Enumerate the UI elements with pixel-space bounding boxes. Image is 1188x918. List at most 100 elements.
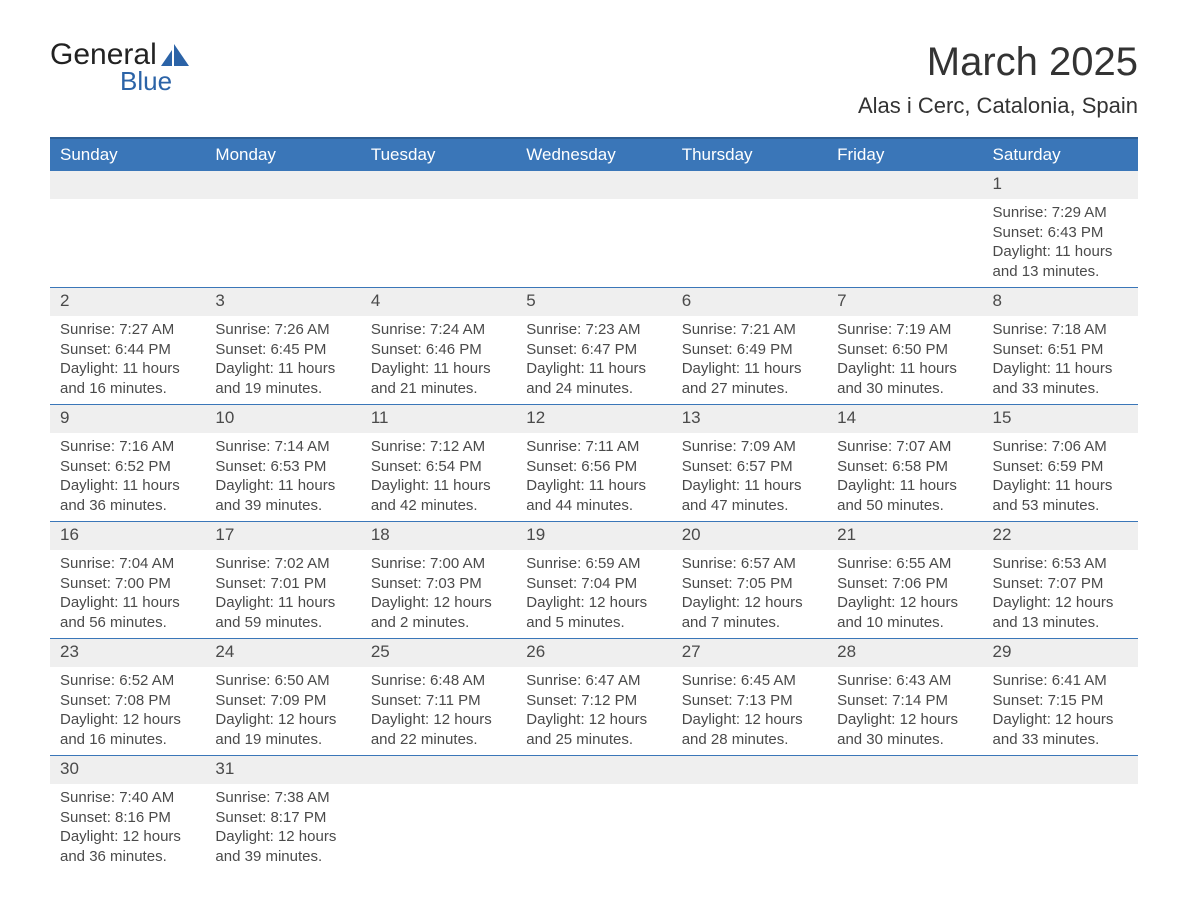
sunrise-text: Sunrise: 7:40 AM xyxy=(60,788,195,808)
day-number: 6 xyxy=(672,288,827,316)
day-number xyxy=(50,171,205,199)
daylight-text: Daylight: 11 hours and 50 minutes. xyxy=(837,476,972,515)
sunrise-text: Sunrise: 7:06 AM xyxy=(993,437,1128,457)
day-cell: 19Sunrise: 6:59 AMSunset: 7:04 PMDayligh… xyxy=(516,522,671,639)
daylight-text: Daylight: 11 hours and 16 minutes. xyxy=(60,359,195,398)
sunrise-text: Sunrise: 6:53 AM xyxy=(993,554,1128,574)
day-cell: 26Sunrise: 6:47 AMSunset: 7:12 PMDayligh… xyxy=(516,639,671,756)
day-number: 26 xyxy=(516,639,671,667)
day-number: 15 xyxy=(983,405,1138,433)
sunset-text: Sunset: 6:46 PM xyxy=(371,340,506,360)
sunset-text: Sunset: 6:45 PM xyxy=(215,340,350,360)
sunset-text: Sunset: 7:08 PM xyxy=(60,691,195,711)
col-header: Tuesday xyxy=(361,138,516,171)
day-number: 12 xyxy=(516,405,671,433)
daylight-text: Daylight: 12 hours and 36 minutes. xyxy=(60,827,195,866)
sunrise-text: Sunrise: 7:29 AM xyxy=(993,203,1128,223)
day-cell xyxy=(361,171,516,288)
day-details: Sunrise: 6:59 AMSunset: 7:04 PMDaylight:… xyxy=(516,550,671,638)
day-cell xyxy=(50,171,205,288)
day-details xyxy=(827,199,982,283)
sunrise-text: Sunrise: 6:48 AM xyxy=(371,671,506,691)
sunrise-text: Sunrise: 6:59 AM xyxy=(526,554,661,574)
day-number: 13 xyxy=(672,405,827,433)
day-cell xyxy=(672,756,827,873)
day-number: 11 xyxy=(361,405,516,433)
day-number: 29 xyxy=(983,639,1138,667)
day-number: 27 xyxy=(672,639,827,667)
day-cell: 5Sunrise: 7:23 AMSunset: 6:47 PMDaylight… xyxy=(516,288,671,405)
day-number: 1 xyxy=(983,171,1138,199)
daylight-text: Daylight: 11 hours and 47 minutes. xyxy=(682,476,817,515)
col-header: Monday xyxy=(205,138,360,171)
day-details xyxy=(672,199,827,283)
sunrise-text: Sunrise: 7:18 AM xyxy=(993,320,1128,340)
day-details: Sunrise: 7:16 AMSunset: 6:52 PMDaylight:… xyxy=(50,433,205,521)
sunset-text: Sunset: 6:58 PM xyxy=(837,457,972,477)
day-number: 24 xyxy=(205,639,360,667)
sunrise-text: Sunrise: 7:38 AM xyxy=(215,788,350,808)
sunrise-text: Sunrise: 7:02 AM xyxy=(215,554,350,574)
sunset-text: Sunset: 6:52 PM xyxy=(60,457,195,477)
day-details xyxy=(983,784,1138,868)
day-cell xyxy=(827,171,982,288)
sunrise-text: Sunrise: 6:52 AM xyxy=(60,671,195,691)
day-number xyxy=(361,171,516,199)
day-cell: 30Sunrise: 7:40 AMSunset: 8:16 PMDayligh… xyxy=(50,756,205,873)
day-number: 9 xyxy=(50,405,205,433)
daylight-text: Daylight: 11 hours and 59 minutes. xyxy=(215,593,350,632)
day-details xyxy=(516,199,671,283)
daylight-text: Daylight: 12 hours and 39 minutes. xyxy=(215,827,350,866)
location-subtitle: Alas i Cerc, Catalonia, Spain xyxy=(858,93,1138,119)
sunset-text: Sunset: 6:56 PM xyxy=(526,457,661,477)
day-details xyxy=(361,784,516,868)
col-header: Friday xyxy=(827,138,982,171)
week-row: 2Sunrise: 7:27 AMSunset: 6:44 PMDaylight… xyxy=(50,288,1138,405)
day-details: Sunrise: 7:11 AMSunset: 6:56 PMDaylight:… xyxy=(516,433,671,521)
col-header: Sunday xyxy=(50,138,205,171)
day-cell: 7Sunrise: 7:19 AMSunset: 6:50 PMDaylight… xyxy=(827,288,982,405)
daylight-text: Daylight: 11 hours and 53 minutes. xyxy=(993,476,1128,515)
daylight-text: Daylight: 12 hours and 25 minutes. xyxy=(526,710,661,749)
day-number xyxy=(672,756,827,784)
day-details: Sunrise: 7:00 AMSunset: 7:03 PMDaylight:… xyxy=(361,550,516,638)
day-details: Sunrise: 7:07 AMSunset: 6:58 PMDaylight:… xyxy=(827,433,982,521)
logo-word-blue: Blue xyxy=(120,68,191,94)
daylight-text: Daylight: 12 hours and 13 minutes. xyxy=(993,593,1128,632)
col-header: Saturday xyxy=(983,138,1138,171)
daylight-text: Daylight: 12 hours and 10 minutes. xyxy=(837,593,972,632)
day-cell: 18Sunrise: 7:00 AMSunset: 7:03 PMDayligh… xyxy=(361,522,516,639)
day-details: Sunrise: 7:14 AMSunset: 6:53 PMDaylight:… xyxy=(205,433,360,521)
day-number: 14 xyxy=(827,405,982,433)
day-number: 23 xyxy=(50,639,205,667)
week-row: 16Sunrise: 7:04 AMSunset: 7:00 PMDayligh… xyxy=(50,522,1138,639)
day-details: Sunrise: 7:21 AMSunset: 6:49 PMDaylight:… xyxy=(672,316,827,404)
day-cell xyxy=(516,171,671,288)
day-details: Sunrise: 7:38 AMSunset: 8:17 PMDaylight:… xyxy=(205,784,360,872)
day-details xyxy=(516,784,671,868)
day-cell: 2Sunrise: 7:27 AMSunset: 6:44 PMDaylight… xyxy=(50,288,205,405)
sunrise-text: Sunrise: 7:04 AM xyxy=(60,554,195,574)
day-cell: 23Sunrise: 6:52 AMSunset: 7:08 PMDayligh… xyxy=(50,639,205,756)
col-header: Thursday xyxy=(672,138,827,171)
sunset-text: Sunset: 7:11 PM xyxy=(371,691,506,711)
sunset-text: Sunset: 8:16 PM xyxy=(60,808,195,828)
sunrise-text: Sunrise: 7:19 AM xyxy=(837,320,972,340)
day-cell: 25Sunrise: 6:48 AMSunset: 7:11 PMDayligh… xyxy=(361,639,516,756)
day-details: Sunrise: 7:23 AMSunset: 6:47 PMDaylight:… xyxy=(516,316,671,404)
day-number: 31 xyxy=(205,756,360,784)
day-details: Sunrise: 6:41 AMSunset: 7:15 PMDaylight:… xyxy=(983,667,1138,755)
day-details: Sunrise: 7:24 AMSunset: 6:46 PMDaylight:… xyxy=(361,316,516,404)
daylight-text: Daylight: 11 hours and 36 minutes. xyxy=(60,476,195,515)
daylight-text: Daylight: 12 hours and 19 minutes. xyxy=(215,710,350,749)
daylight-text: Daylight: 11 hours and 30 minutes. xyxy=(837,359,972,398)
day-number: 10 xyxy=(205,405,360,433)
day-number: 28 xyxy=(827,639,982,667)
sunset-text: Sunset: 7:13 PM xyxy=(682,691,817,711)
day-cell: 22Sunrise: 6:53 AMSunset: 7:07 PMDayligh… xyxy=(983,522,1138,639)
day-cell: 1Sunrise: 7:29 AMSunset: 6:43 PMDaylight… xyxy=(983,171,1138,288)
day-cell: 17Sunrise: 7:02 AMSunset: 7:01 PMDayligh… xyxy=(205,522,360,639)
day-cell xyxy=(516,756,671,873)
sunset-text: Sunset: 6:54 PM xyxy=(371,457,506,477)
day-details: Sunrise: 7:04 AMSunset: 7:00 PMDaylight:… xyxy=(50,550,205,638)
